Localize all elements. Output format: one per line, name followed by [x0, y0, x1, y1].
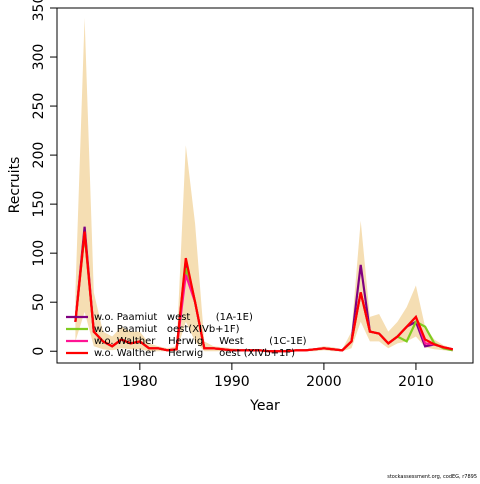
- y-tick-label: 350: [31, 0, 47, 21]
- y-tick-label: 0: [31, 347, 47, 356]
- y-tick-label: 200: [31, 142, 47, 169]
- series-line: [74, 231, 454, 353]
- x-tick-label: 1980: [122, 374, 158, 390]
- y-tick-label: 250: [31, 93, 47, 120]
- legend-label: w.o. Paamiut west (1A-1E): [94, 312, 253, 323]
- x-tick-label: 2000: [306, 374, 342, 390]
- x-tick-label: 2010: [398, 374, 434, 390]
- x-tick-label: 1990: [214, 374, 250, 390]
- footer: stockassessment.org, codEG, r7895: [387, 474, 477, 480]
- legend-label: w.o. Walther Herwig oest (XIVb+1F): [94, 348, 295, 359]
- y-axis-label: Recruits: [7, 157, 23, 214]
- legend-label: w.o. Walther Herwig West (1C-1E): [94, 336, 307, 347]
- confidence-band: [75, 17, 453, 352]
- y-tick-label: 150: [31, 191, 47, 218]
- x-axis-label: Year: [249, 398, 280, 414]
- legend-label: w.o. Paamiut oest(XIVb+1F): [94, 324, 240, 335]
- y-tick-label: 100: [31, 240, 47, 267]
- y-tick-label: 300: [31, 44, 47, 71]
- plot-frame: [56, 7, 474, 364]
- y-tick-label: 50: [31, 293, 47, 311]
